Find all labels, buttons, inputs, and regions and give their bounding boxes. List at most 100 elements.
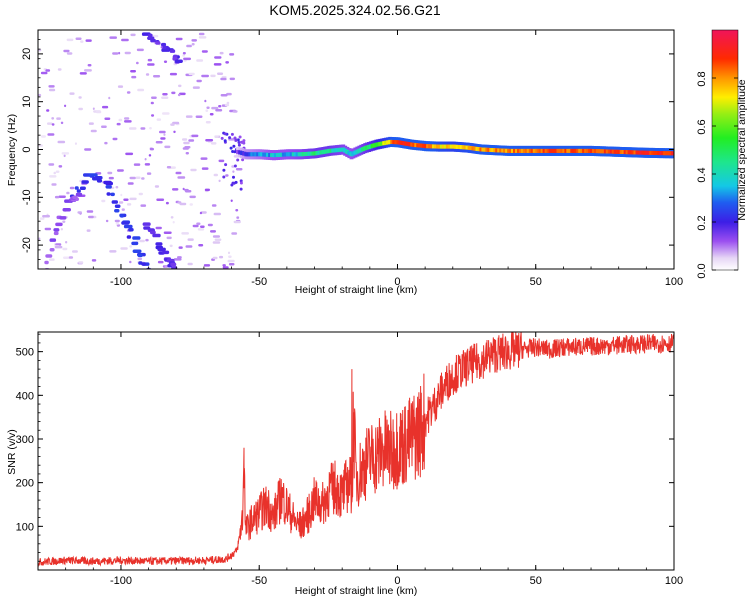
track-cell (76, 189, 81, 193)
noise-cell (88, 215, 94, 219)
x-tick-label: 50 (530, 575, 542, 587)
track-cell (106, 192, 111, 196)
noise-cell (190, 168, 197, 172)
noise-cell (78, 107, 83, 111)
track-cell (110, 192, 115, 197)
noise-cell (120, 193, 123, 197)
noise-cell (219, 255, 224, 259)
noise-cell (205, 109, 209, 112)
x-tick-label: 100 (665, 575, 683, 587)
x-tick-label: 50 (530, 276, 542, 288)
ridge-core (388, 139, 393, 144)
noise-cell (185, 152, 189, 155)
noise-cell (151, 114, 155, 117)
noise-cell (185, 245, 193, 248)
ridge-core (347, 151, 352, 156)
colorbar-tick-label: 0.6 (696, 119, 708, 134)
noise-cell (182, 138, 188, 141)
noise-cell (86, 229, 91, 232)
noise-cell (228, 255, 232, 258)
track-cell (79, 186, 86, 190)
noise-cell (218, 179, 221, 183)
noise-cell (238, 135, 242, 139)
noise-cell (60, 228, 63, 231)
noise-cell (164, 265, 169, 268)
track-cell (126, 235, 132, 239)
noise-cell (62, 220, 66, 223)
track-cell (94, 176, 103, 180)
noise-cell (166, 166, 172, 169)
noise-cell (234, 138, 238, 142)
noise-cell (75, 37, 82, 40)
noise-cell (185, 115, 193, 118)
noise-cell (229, 53, 235, 56)
noise-cell (233, 150, 237, 154)
noise-cell (78, 96, 82, 99)
noise-cell (126, 203, 132, 206)
track-cell (142, 222, 151, 226)
noise-cell (55, 170, 60, 173)
noise-cell (179, 92, 186, 96)
noise-cell (48, 163, 55, 166)
noise-cell (121, 38, 129, 42)
noise-cell (197, 228, 205, 231)
noise-cell (173, 130, 176, 134)
noise-cell (130, 33, 136, 37)
noise-cell (219, 51, 224, 55)
noise-cell (178, 246, 183, 249)
noise-cell (171, 91, 176, 95)
noise-cell (199, 211, 203, 215)
noise-cell (169, 72, 177, 76)
noise-cell (157, 260, 164, 264)
noise-cell (131, 75, 137, 79)
noise-cell (198, 36, 207, 39)
noise-cell (86, 210, 94, 213)
noise-cell (78, 261, 84, 264)
track-cell (111, 200, 118, 204)
noise-cell (84, 148, 92, 151)
track-cell (88, 173, 98, 177)
noise-cell (56, 117, 61, 120)
noise-cell (237, 141, 241, 144)
snr-frame (37, 331, 675, 571)
noise-cell (69, 92, 75, 95)
snr-y-ticks: 100 200 300 400 500 (16, 333, 674, 562)
noise-cell (182, 54, 185, 57)
noise-cell (161, 96, 169, 99)
noise-cell (183, 141, 190, 145)
noise-cell (173, 258, 182, 261)
noise-cell (155, 141, 163, 144)
noise-cell (182, 187, 185, 191)
track-cell (141, 262, 147, 266)
track-cell (155, 41, 161, 45)
spectrogram-x-axis-label: Height of straight line (km) (295, 284, 418, 296)
ridge-core (252, 152, 257, 157)
noise-cell (49, 88, 56, 92)
colorbar-tick-label: 0.4 (696, 167, 708, 182)
noise-cell (104, 141, 108, 145)
ridge-core (236, 149, 241, 154)
noise-cell (191, 134, 199, 138)
noise-cell (232, 110, 238, 113)
noise-cell (223, 139, 227, 143)
noise-cell (136, 61, 139, 65)
noise-cell (124, 117, 130, 120)
noise-cell (214, 238, 222, 241)
x-tick-label: -50 (251, 575, 267, 587)
noise-cell (189, 195, 196, 199)
noise-cell (69, 186, 75, 190)
track-cell (146, 272, 152, 276)
noise-cell (162, 112, 170, 115)
spectrogram-ridge (236, 136, 674, 161)
snr-series-line (38, 332, 674, 567)
ridge-core (345, 149, 350, 154)
colorbar-tick-label: 0.2 (696, 215, 708, 230)
track-cell (169, 49, 176, 53)
track-cell (55, 222, 63, 227)
track-cell (170, 262, 177, 267)
noise-cell (223, 132, 227, 136)
y-tick-label: 400 (16, 390, 34, 402)
noise-cell (139, 239, 145, 243)
noise-cell (170, 123, 175, 126)
noise-cell (224, 163, 228, 167)
